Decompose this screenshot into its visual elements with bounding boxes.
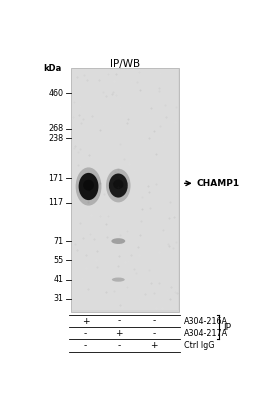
Text: -: - (152, 317, 156, 326)
Ellipse shape (112, 278, 125, 282)
Text: 460: 460 (49, 89, 64, 98)
Text: 55: 55 (54, 256, 64, 265)
Ellipse shape (106, 169, 131, 202)
Text: 31: 31 (54, 294, 64, 304)
Text: +: + (115, 329, 123, 338)
Text: -: - (84, 341, 87, 350)
Ellipse shape (113, 180, 123, 189)
Bar (72, 69, 178, 310)
Text: 41: 41 (54, 275, 64, 284)
Ellipse shape (79, 173, 99, 200)
Text: -: - (118, 341, 121, 350)
Text: kDa: kDa (43, 63, 61, 73)
Text: A304-216A: A304-216A (184, 317, 228, 326)
Text: A304-217A: A304-217A (184, 329, 228, 338)
Text: +: + (82, 317, 89, 326)
Text: 71: 71 (54, 236, 64, 246)
Text: IP/WB: IP/WB (110, 59, 140, 69)
Bar (71, 68, 179, 312)
Ellipse shape (109, 173, 128, 198)
Text: -: - (84, 329, 87, 338)
Text: -: - (152, 329, 156, 338)
Text: 171: 171 (49, 174, 64, 183)
Text: 238: 238 (49, 134, 64, 143)
Text: IP: IP (223, 323, 231, 332)
Ellipse shape (76, 167, 101, 206)
Ellipse shape (111, 238, 125, 244)
Text: -: - (118, 317, 121, 326)
Text: CHAMP1: CHAMP1 (197, 179, 240, 188)
Text: +: + (150, 341, 158, 350)
Text: Ctrl IgG: Ctrl IgG (184, 341, 214, 350)
Text: 117: 117 (49, 198, 64, 207)
Ellipse shape (83, 180, 94, 191)
Text: 268: 268 (49, 124, 64, 133)
